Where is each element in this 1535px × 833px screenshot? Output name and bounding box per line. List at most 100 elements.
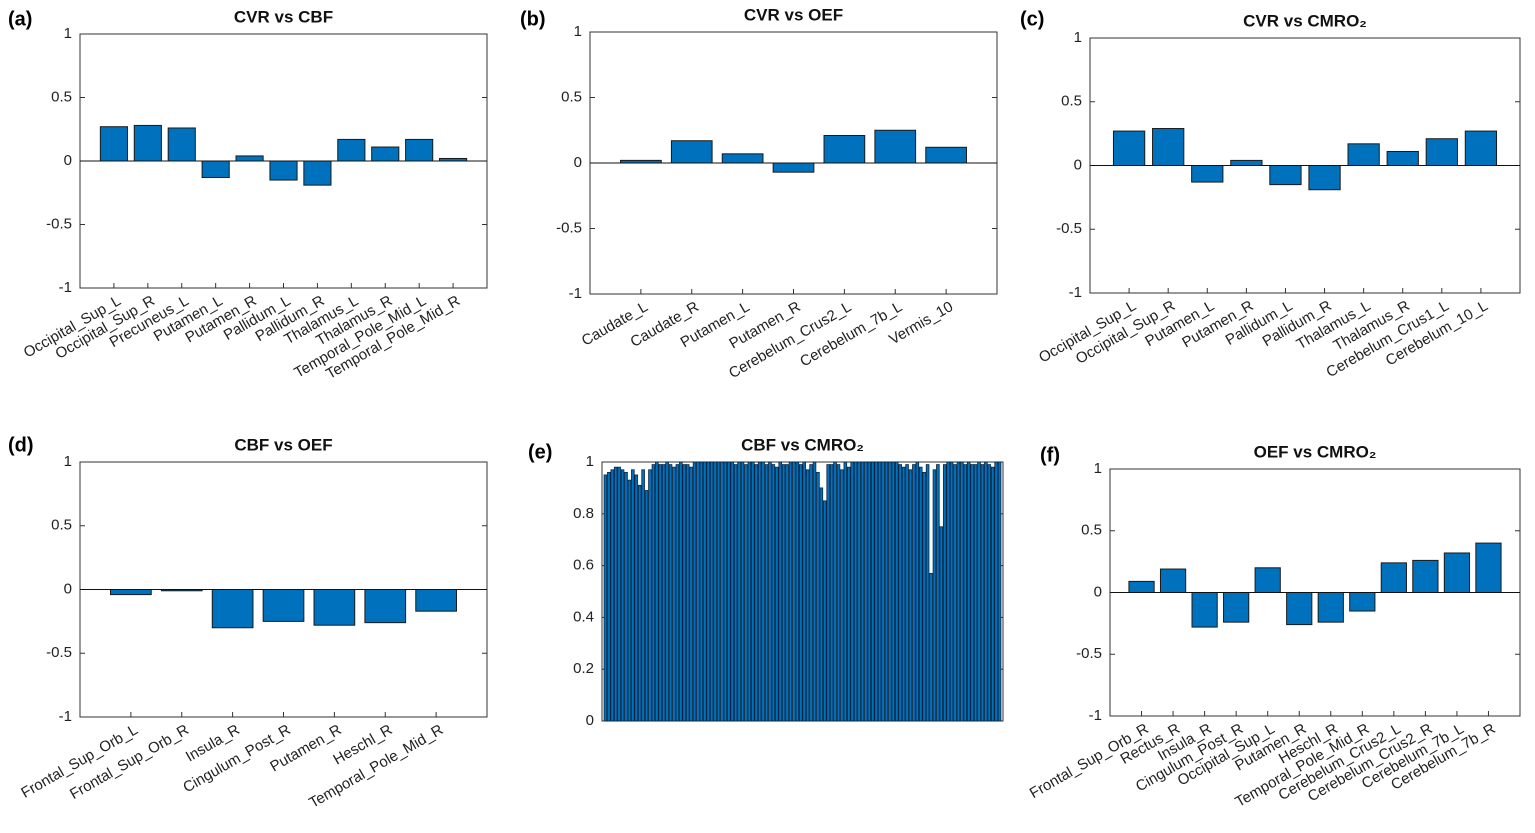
bar [816, 471, 820, 722]
bar [860, 461, 865, 722]
bar [1347, 143, 1380, 166]
y-tick-label: 0.4 [573, 608, 594, 625]
bar [651, 464, 656, 722]
bar [269, 160, 298, 181]
y-tick-label: 1 [64, 25, 72, 42]
bar [1443, 552, 1471, 593]
bar [1286, 592, 1313, 626]
bar [617, 466, 621, 722]
bar [696, 461, 700, 722]
bar [953, 464, 957, 722]
bar [990, 466, 995, 722]
bar [1191, 592, 1218, 628]
bar [846, 466, 851, 722]
panel-label: (c) [1020, 8, 1044, 30]
bar [716, 461, 721, 722]
bar [313, 589, 356, 626]
y-tick-label: 1 [1094, 460, 1102, 477]
bar [644, 490, 649, 722]
bar [661, 464, 666, 722]
panel-label: (b) [520, 8, 546, 30]
bar [670, 140, 713, 164]
bar [905, 464, 909, 722]
bar [932, 469, 937, 722]
chart-title: CBF vs OEF [234, 435, 332, 454]
bar [888, 461, 892, 722]
y-tick-label: 0.6 [573, 557, 594, 574]
bar [665, 461, 669, 722]
bar [922, 471, 926, 722]
bar [867, 461, 872, 722]
bar [648, 469, 652, 722]
y-tick-label: -0.5 [46, 644, 72, 661]
bar [823, 500, 827, 722]
bar [675, 464, 680, 722]
bar [610, 469, 615, 722]
bar [303, 160, 332, 186]
bar [864, 461, 868, 722]
bar [994, 461, 998, 722]
bar [939, 526, 944, 722]
bar [682, 464, 687, 722]
y-tick-label: -1 [59, 279, 72, 296]
bar [703, 461, 707, 722]
bar [603, 474, 608, 722]
bar [1386, 150, 1419, 167]
bar [1159, 568, 1187, 593]
bar [963, 464, 968, 722]
chart-title: CVR vs CMRO₂ [1243, 11, 1367, 30]
bar [960, 461, 964, 722]
y-tick-label: -1 [569, 285, 582, 302]
bar [918, 466, 923, 722]
bar [692, 461, 697, 722]
bar [881, 461, 885, 722]
bar [912, 464, 916, 722]
y-tick-label: 0 [574, 154, 582, 171]
bar [627, 479, 632, 722]
bar [167, 127, 196, 162]
bar [364, 589, 407, 624]
bar [768, 461, 772, 722]
bar [788, 461, 793, 722]
bar [966, 461, 971, 722]
bar [870, 461, 875, 722]
bar [1425, 138, 1458, 167]
chart-title: CBF vs CMRO₂ [741, 435, 864, 454]
bar [1112, 130, 1146, 166]
bar [874, 461, 878, 722]
bar [613, 466, 618, 722]
bar [925, 464, 930, 722]
bar [371, 146, 400, 162]
bar [949, 461, 954, 722]
bar [631, 469, 635, 722]
bar [747, 461, 752, 722]
y-tick-label: 1 [574, 23, 582, 40]
bar [99, 126, 128, 162]
y-tick-label: -1 [59, 708, 72, 725]
bar [405, 138, 434, 162]
bar [415, 589, 457, 612]
y-tick-label: -0.5 [1076, 645, 1102, 662]
bar [337, 138, 366, 162]
bar [980, 464, 985, 722]
y-tick-label: 0.8 [573, 505, 594, 522]
bar [709, 461, 714, 722]
bar [110, 589, 152, 596]
bar [757, 461, 762, 722]
bar [1380, 562, 1407, 593]
bar [658, 464, 663, 722]
bar [668, 464, 673, 722]
bar [733, 464, 738, 722]
bar [843, 461, 848, 722]
bar [740, 461, 745, 722]
y-tick-label: 0 [64, 152, 72, 169]
bar [802, 461, 806, 722]
bar [1475, 542, 1502, 593]
y-tick-label: 0 [1094, 583, 1102, 600]
y-tick-label: -1 [1069, 284, 1082, 301]
bar [637, 484, 642, 722]
bar [1308, 165, 1341, 191]
bar [235, 155, 264, 162]
y-tick-label: 0.5 [51, 88, 72, 105]
y-tick-label: 0.5 [1061, 93, 1082, 110]
